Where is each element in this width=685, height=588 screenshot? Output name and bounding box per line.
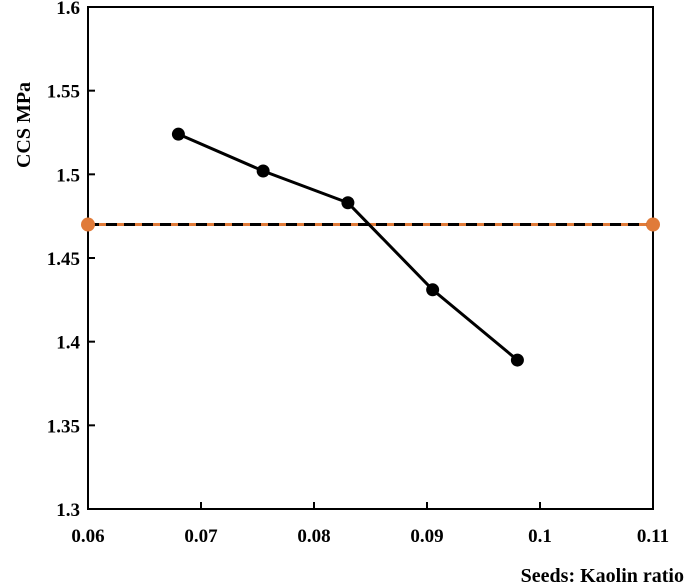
- data-point: [257, 164, 270, 177]
- x-tick-label: 0.09: [410, 526, 443, 547]
- x-axis-title: Seeds: Kaolin ratio: [521, 565, 684, 587]
- y-tick-label: 1.55: [47, 82, 80, 103]
- y-tick-label: 1.5: [56, 165, 80, 186]
- x-tick-label: 0.11: [637, 526, 669, 547]
- y-tick-label: 1.6: [56, 0, 80, 19]
- x-tick-label: 0.07: [184, 526, 218, 547]
- data-point: [426, 283, 439, 296]
- data-point: [172, 128, 185, 141]
- reference-point: [646, 218, 660, 232]
- y-tick-label: 1.45: [47, 249, 80, 270]
- reference-point: [81, 218, 95, 232]
- x-tick-label: 0.08: [297, 526, 330, 547]
- y-axis-title: CCS MPa: [13, 82, 35, 168]
- y-tick-label: 1.35: [47, 416, 80, 437]
- data-point: [511, 354, 524, 367]
- data-point: [341, 196, 354, 209]
- series-line: [178, 134, 517, 360]
- x-tick-label: 0.1: [528, 526, 552, 547]
- y-tick-label: 1.3: [56, 500, 80, 521]
- x-tick-label: 0.06: [71, 526, 104, 547]
- y-tick-label: 1.4: [56, 333, 80, 354]
- series-layer: [81, 128, 660, 367]
- plot-frame: [88, 7, 653, 509]
